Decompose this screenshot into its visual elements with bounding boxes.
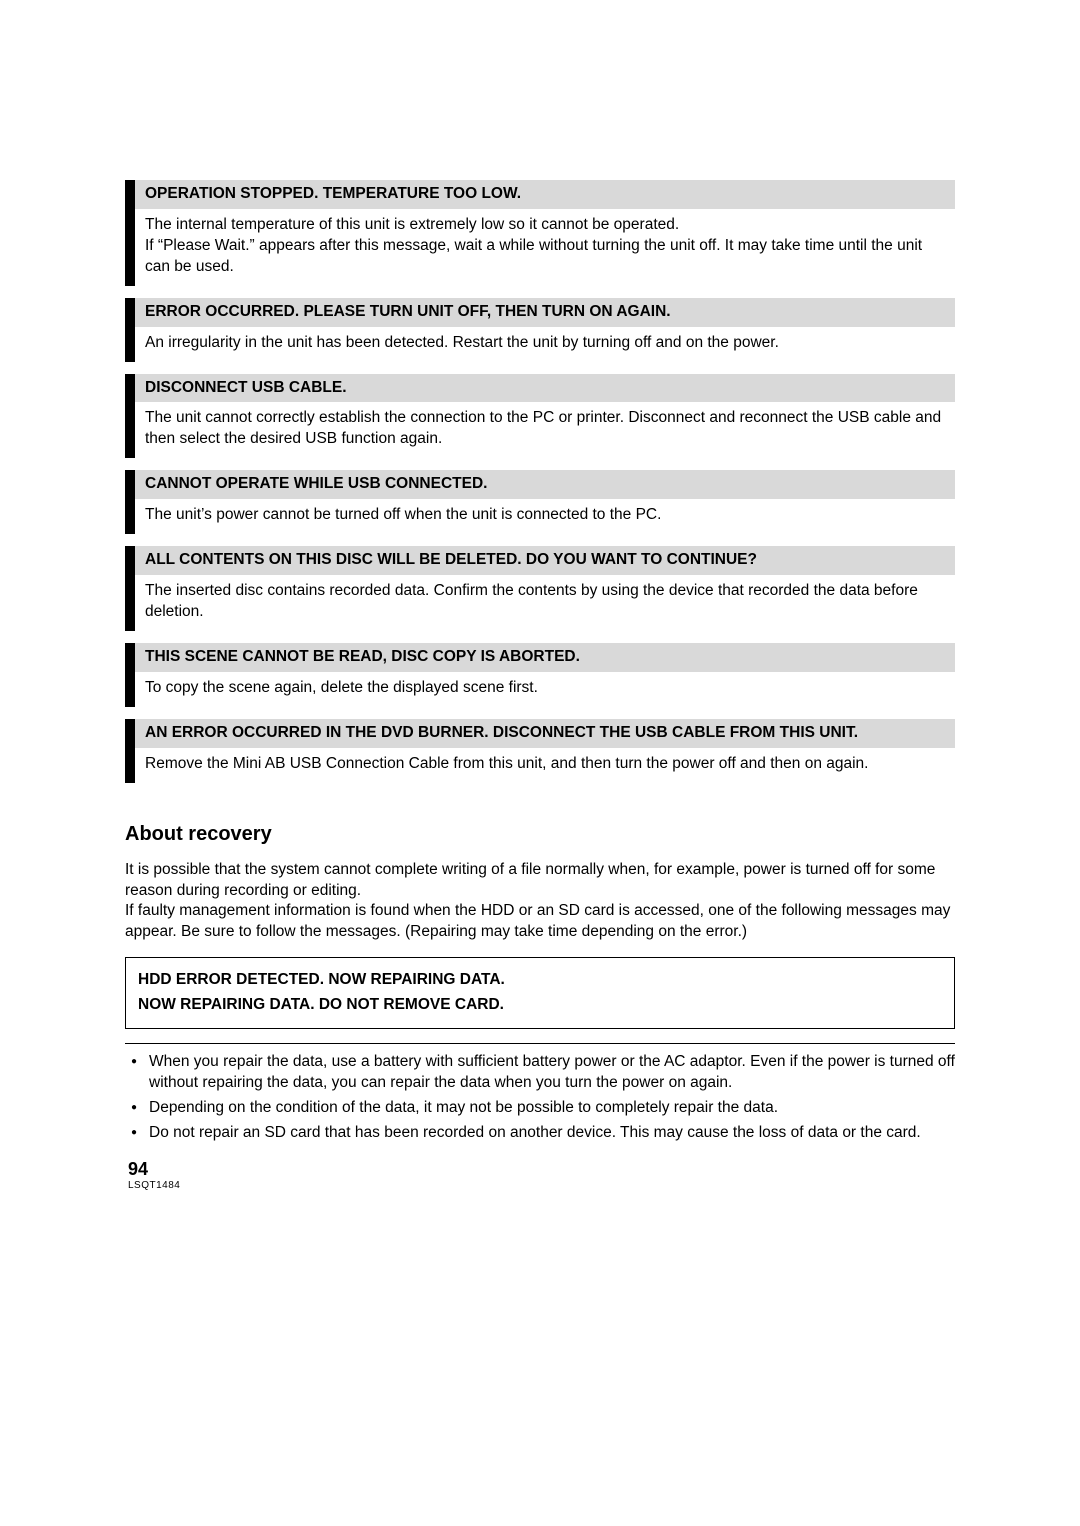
message-body: The unit cannot correctly establish the …	[125, 402, 955, 458]
message-title: DISCONNECT USB CABLE.	[125, 374, 955, 403]
message-block: ALL CONTENTS ON THIS DISC WILL BE DELETE…	[125, 546, 955, 631]
message-block: ERROR OCCURRED. PLEASE TURN UNIT OFF, TH…	[125, 298, 955, 362]
message-block: DISCONNECT USB CABLE. The unit cannot co…	[125, 374, 955, 459]
recovery-box-line: HDD ERROR DETECTED. NOW REPAIRING DATA.	[138, 968, 942, 993]
recovery-messages-box: HDD ERROR DETECTED. NOW REPAIRING DATA. …	[125, 957, 955, 1029]
message-title: CANNOT OPERATE WHILE USB CONNECTED.	[125, 470, 955, 499]
recovery-notes-list: When you repair the data, use a battery …	[125, 1052, 955, 1144]
message-title: ERROR OCCURRED. PLEASE TURN UNIT OFF, TH…	[125, 298, 955, 327]
message-body: To copy the scene again, delete the disp…	[125, 672, 955, 707]
list-item: When you repair the data, use a battery …	[125, 1052, 955, 1094]
message-title: THIS SCENE CANNOT BE READ, DISC COPY IS …	[125, 643, 955, 672]
message-body: The inserted disc contains recorded data…	[125, 575, 955, 631]
recovery-intro: It is possible that the system cannot co…	[125, 860, 955, 944]
divider	[125, 1043, 955, 1044]
page-number: 94	[128, 1159, 180, 1180]
list-item: Depending on the condition of the data, …	[125, 1098, 955, 1119]
recovery-box-line: NOW REPAIRING DATA. DO NOT REMOVE CARD.	[138, 993, 942, 1018]
list-item: Do not repair an SD card that has been r…	[125, 1123, 955, 1144]
message-block: AN ERROR OCCURRED IN THE DVD BURNER. DIS…	[125, 719, 955, 783]
message-title: ALL CONTENTS ON THIS DISC WILL BE DELETE…	[125, 546, 955, 575]
message-block: CANNOT OPERATE WHILE USB CONNECTED. The …	[125, 470, 955, 534]
message-title: AN ERROR OCCURRED IN THE DVD BURNER. DIS…	[125, 719, 955, 748]
page-footer: 94 LSQT1484	[128, 1159, 180, 1191]
message-body: The internal temperature of this unit is…	[125, 209, 955, 286]
message-block: THIS SCENE CANNOT BE READ, DISC COPY IS …	[125, 643, 955, 707]
document-code: LSQT1484	[128, 1180, 180, 1191]
section-heading: About recovery	[125, 823, 955, 846]
message-body: The unit’s power cannot be turned off wh…	[125, 499, 955, 534]
message-body: An irregularity in the unit has been det…	[125, 327, 955, 362]
message-body: Remove the Mini AB USB Connection Cable …	[125, 748, 955, 783]
message-block: OPERATION STOPPED. TEMPERATURE TOO LOW. …	[125, 180, 955, 286]
message-title: OPERATION STOPPED. TEMPERATURE TOO LOW.	[125, 180, 955, 209]
